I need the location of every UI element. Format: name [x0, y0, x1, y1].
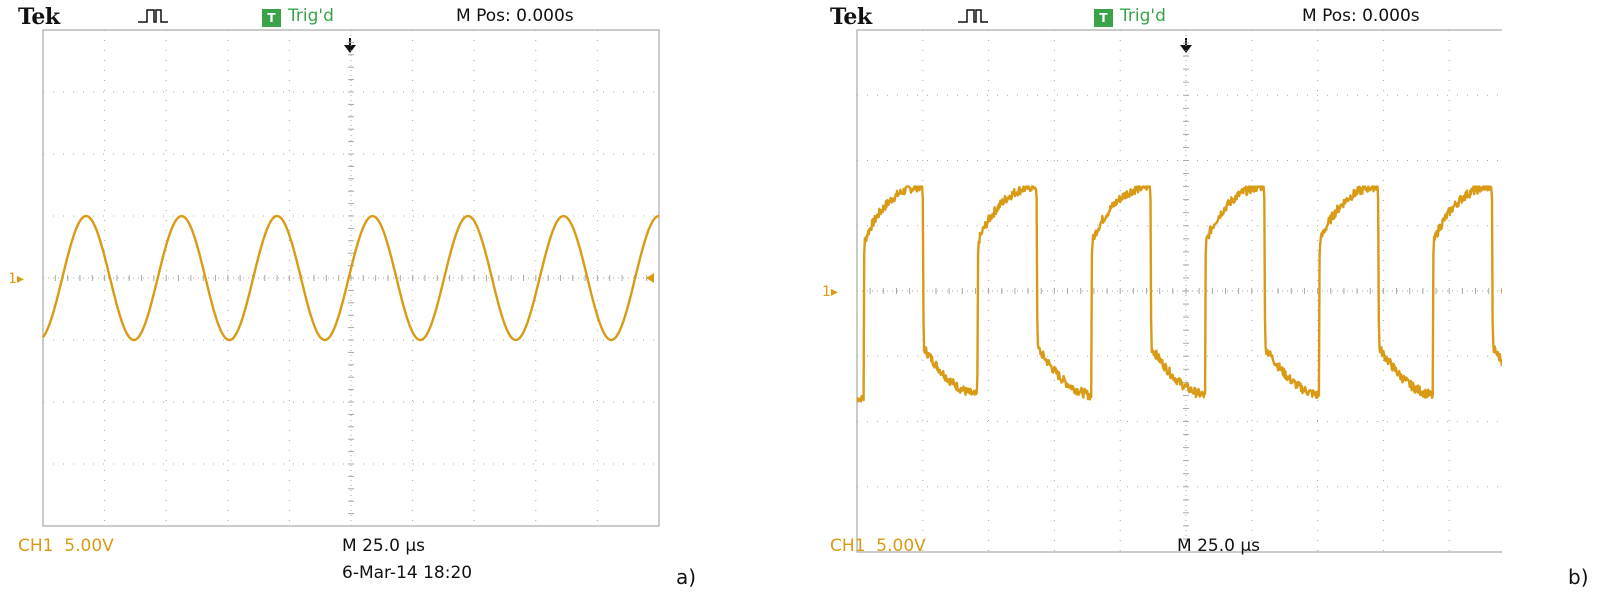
- trigger-level-arrow: [646, 273, 654, 283]
- timebase-readout: M 25.0 µs: [1177, 536, 1260, 556]
- scope-screen-a: 1▸: [10, 9, 660, 527]
- brand-logo: Tek: [830, 4, 872, 30]
- trigger-status: Trig'd: [288, 6, 334, 26]
- channel-readout: CH1 5.00V: [830, 536, 926, 556]
- horizontal-position: M Pos: 0.000s: [456, 6, 574, 26]
- channel-name: CH1: [830, 536, 866, 556]
- volts-per-div: 5.00V: [876, 536, 926, 556]
- panel-label-b: b): [1568, 565, 1589, 589]
- scope-screen-b: 1▸: [822, 9, 1502, 553]
- brand-logo: Tek: [18, 4, 60, 30]
- oscilloscope-panel-b: Tek 1▸ T Trig'd M Pos: 0.000s CH1 5.00V …: [822, 0, 1502, 600]
- trigger-status: Trig'd: [1120, 6, 1166, 26]
- graticule-b: [856, 29, 1502, 553]
- waveform-line: [856, 185, 1502, 403]
- oscilloscope-panel-a: Tek 1▸ T Trig'd M Pos: 0.000s CH1 5.00V …: [10, 0, 690, 600]
- trace-a: [42, 214, 660, 342]
- acquisition-icon: [138, 9, 168, 23]
- graticule-a: [42, 29, 660, 527]
- volts-per-div: 5.00V: [64, 536, 114, 556]
- graticule-border: [856, 29, 1502, 553]
- trace-b: [856, 185, 1502, 403]
- panel-label-a: a): [676, 565, 697, 589]
- trigger-status-icon: T: [1094, 9, 1113, 27]
- horizontal-position: M Pos: 0.000s: [1302, 6, 1420, 26]
- trigger-status-icon: T: [262, 9, 281, 27]
- channel-ground-marker: 1▸: [822, 284, 838, 300]
- timebase-readout: M 25.0 µs: [342, 536, 425, 556]
- trigger-level-arrow: [1500, 289, 1502, 293]
- acquisition-icon: [958, 9, 988, 23]
- trigger-position-arrow: [344, 38, 356, 53]
- waveform-line: [42, 214, 660, 342]
- channel-name: CH1: [18, 536, 54, 556]
- channel-readout: CH1 5.00V: [18, 536, 114, 556]
- date-time: 6-Mar-14 18:20: [342, 563, 473, 583]
- channel-ground-marker: 1▸: [10, 271, 24, 287]
